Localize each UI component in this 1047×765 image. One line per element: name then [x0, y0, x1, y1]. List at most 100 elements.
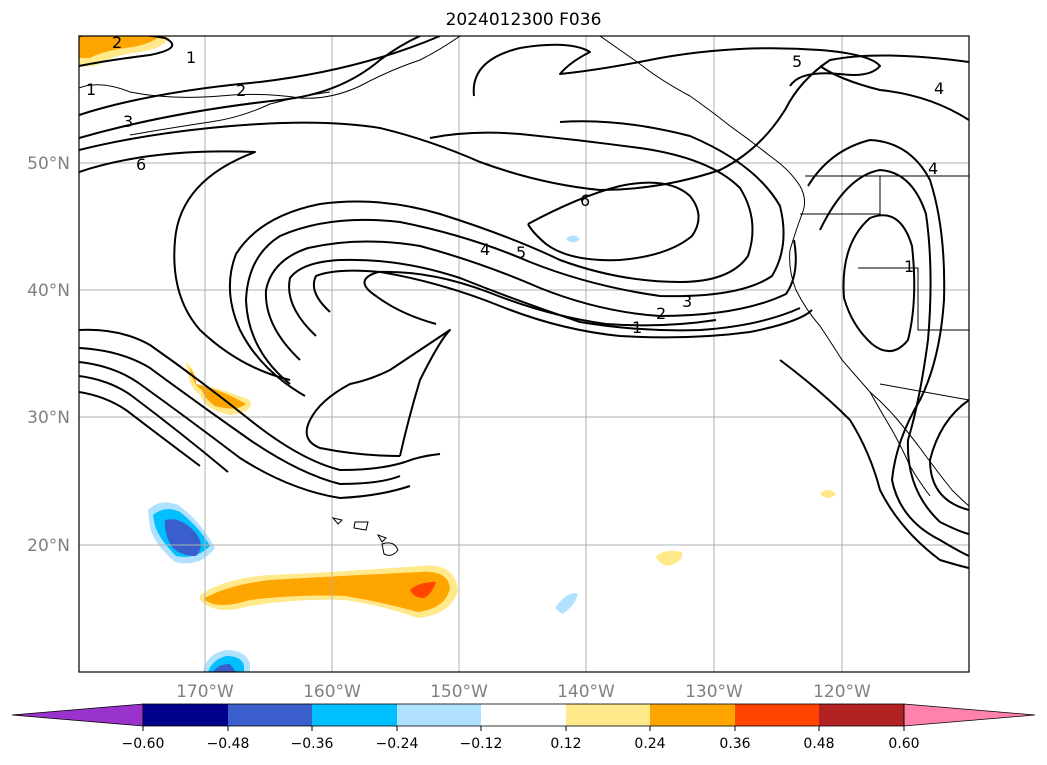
lon-label: 130°W: [685, 682, 743, 702]
contour-label: 5: [792, 52, 802, 71]
map-plot-area: 2 1 1 2 3 6 5 4 4 6 4 5 3 2 1 1: [79, 33, 969, 672]
contour-label: 1: [186, 48, 196, 67]
contour-east-ridge-2: [819, 169, 969, 535]
contour-label: 1: [632, 318, 642, 337]
lon-label: 120°W: [813, 682, 871, 702]
contour-label: 6: [136, 155, 146, 174]
colorbar-segment: [819, 704, 904, 726]
contour-east-ridge-4: [779, 359, 969, 569]
colorbar-tick-label: −0.12: [460, 736, 503, 752]
contour-ring-2: [79, 36, 421, 139]
anomaly-positive-30n: [186, 362, 251, 415]
colorbar-segment: [143, 704, 228, 726]
lat-label: 40°N: [27, 281, 70, 301]
contour-big-low-3: [264, 239, 797, 361]
contour-label: 1: [86, 80, 96, 99]
graticule: [79, 36, 969, 672]
colorbar: −0.60 −0.48 −0.36 −0.24 −0.12 0.12 0.24 …: [11, 703, 1036, 752]
contour-big-low-4: [288, 258, 801, 337]
contour-label: 4: [934, 79, 944, 98]
coast-panhandle: [599, 36, 806, 251]
contour-east-ridge-5: [929, 399, 969, 511]
lon-label: 160°W: [303, 682, 361, 702]
contour-ring-6: [79, 347, 401, 485]
longitude-labels: 170°W 160°W 150°W 140°W 130°W 120°W: [176, 682, 871, 702]
colorbar-tick-labels: −0.60 −0.48 −0.36 −0.24 −0.12 0.12 0.24 …: [122, 736, 920, 752]
colorbar-segment: [397, 704, 481, 726]
contour-label: 4: [480, 240, 490, 259]
colorbar-segment: [312, 704, 397, 726]
latitude-labels: 50°N 40°N 30°N 20°N: [27, 154, 70, 556]
contours: [79, 36, 969, 569]
coast-hawaii-4: [381, 542, 399, 556]
contour-inner-low: [363, 270, 717, 327]
colorbar-tick-label: 0.60: [888, 736, 919, 752]
contour-east-ridge-3: [842, 214, 916, 352]
colorbar-segment: [566, 704, 650, 726]
anomaly-positive-hawaii-mid: [205, 571, 450, 612]
colorbar-segment: [481, 704, 566, 726]
anomaly-positive-121w: [820, 490, 836, 498]
colorbar-extend-high: [903, 703, 1036, 727]
colorbar-segment: [650, 704, 735, 726]
lon-label: 140°W: [557, 682, 615, 702]
contour-big-low-5: [312, 269, 813, 339]
contour-label: 3: [682, 292, 692, 311]
contour-1-north: [79, 36, 174, 67]
contour-label: 2: [112, 33, 122, 52]
anomaly-negative-south-deep: [213, 664, 236, 672]
colorbar-extend-low: [11, 703, 144, 727]
colorbar-tick-label: −0.48: [207, 736, 250, 752]
lon-label: 150°W: [430, 682, 488, 702]
anomaly-positive-hawaii-core: [410, 582, 436, 598]
contour-label: 5: [516, 243, 526, 262]
contour-label: 2: [656, 304, 666, 323]
contour-6-low: [527, 181, 700, 262]
contour-ring-4: [79, 150, 291, 381]
colorbar-tick-label: −0.36: [291, 736, 334, 752]
contour-label: 3: [123, 112, 133, 131]
anomaly-positive-northwest-core: [79, 36, 160, 58]
colorbar-tick-label: 0.24: [634, 736, 665, 752]
contour-east-ridge-1: [807, 139, 969, 557]
coast-hawaii-2: [353, 521, 369, 531]
anomaly-positive-133w: [656, 550, 683, 566]
contour-ring-9: [79, 391, 201, 467]
colorbar-tick-label: 0.48: [803, 736, 834, 752]
coast-west-us: [789, 249, 969, 507]
anomaly-positive-30n-core: [190, 368, 246, 409]
colorbar-segment: [735, 704, 819, 726]
colorbar-tick-label: −0.24: [376, 736, 419, 752]
map-title: 2024012300 F036: [445, 10, 602, 30]
contour-label: 6: [580, 191, 590, 210]
anomaly-negative-20n-core: [164, 519, 201, 556]
contour-ring-8: [79, 375, 229, 473]
shaded-anomalies: [79, 36, 836, 672]
coast-hawaii-1: [331, 517, 343, 525]
anomaly-negative-140w: [555, 593, 578, 614]
contour-big-low: [228, 131, 754, 397]
contour-label: 1: [904, 257, 914, 276]
colorbar-tick-label: 0.12: [550, 736, 581, 752]
contour-big-low-2: [245, 120, 785, 385]
contour-labels: 2 1 1 2 3 6 5 4 4 6 4 5 3 2 1 1: [86, 33, 944, 337]
colorbar-ticks: [142, 726, 905, 731]
contour-ring-5: [79, 328, 441, 471]
contour-ring-7: [79, 361, 411, 499]
coastlines: [79, 36, 969, 556]
colorbar-segment: [228, 704, 312, 726]
plot-frame: [78, 35, 970, 673]
lon-label: 170°W: [176, 682, 234, 702]
lat-label: 50°N: [27, 154, 70, 174]
coast-baja: [869, 391, 931, 497]
colorbar-tick-label: 0.36: [719, 736, 750, 752]
colorbar-frame: [142, 703, 905, 727]
lat-label: 20°N: [27, 536, 70, 556]
coast-hawaii-3: [376, 534, 387, 543]
contour-label: 2: [236, 81, 246, 100]
contour-label: 4: [928, 159, 938, 178]
border-or-wa: [800, 176, 881, 215]
border-ca-nv: [858, 267, 969, 331]
lat-label: 30°N: [27, 408, 70, 428]
